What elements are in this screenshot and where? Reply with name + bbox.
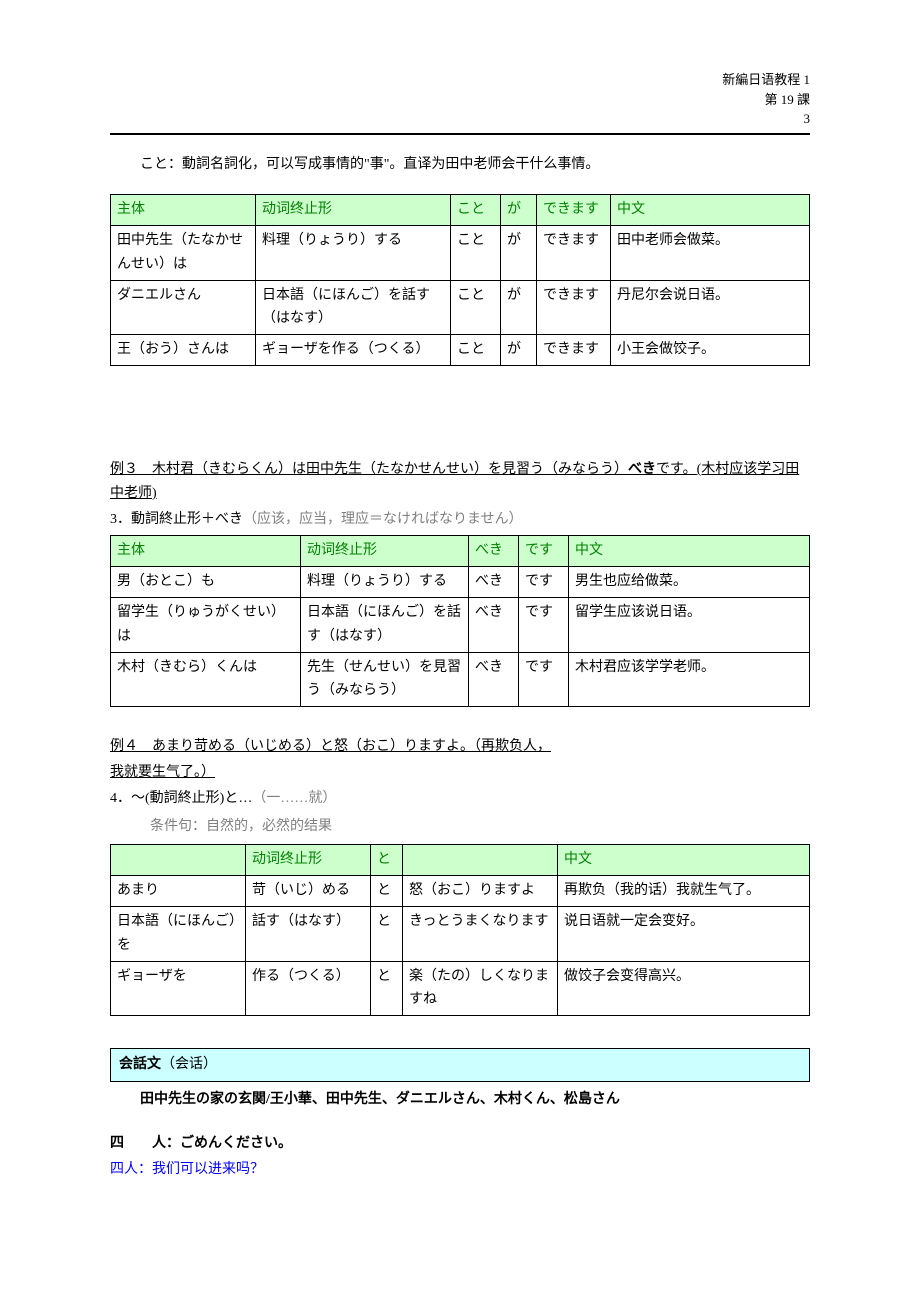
- table-cell: あまり: [111, 876, 246, 907]
- table-header-cell: こと: [451, 195, 501, 226]
- table-cell: べき: [469, 567, 519, 598]
- table-cell: こと: [451, 226, 501, 281]
- table-cell: 作る（つくる）: [246, 961, 371, 1016]
- table-header-cell: できます: [537, 195, 611, 226]
- table-cell: べき: [469, 652, 519, 707]
- dialogue-setting: 田中先生の家の玄関/王小華、田中先生、ダニエルさん、木村くん、松島さん: [140, 1088, 810, 1112]
- table-koto-dekimasu: 主体动词终止形ことができます中文田中先生（たなかせんせい）は料理（りょうり）する…: [110, 194, 810, 366]
- table-row: あまり苛（いじ）めると怒（おこ）りますよ再欺负（我的话）我就生气了。: [111, 876, 810, 907]
- table-header-row: 主体动词终止形べきです中文: [111, 536, 810, 567]
- table-cell: 丹尼尔会说日语。: [611, 280, 810, 335]
- table-cell: です: [519, 567, 569, 598]
- table-header-cell: べき: [469, 536, 519, 567]
- table-cell: できます: [537, 280, 611, 335]
- table-row: 日本語（にほんご）を話す（はなす）ときっとうまくなります说日语就一定会变好。: [111, 907, 810, 962]
- section-kaiwa: 会話文（会话）: [110, 1048, 810, 1082]
- example-3-title: 例３ 木村君（きむらくん）は田中先生（たなかせんせい）を見習う（みならう）べきで…: [110, 458, 810, 506]
- table-to-conditional: 动词终止形と中文あまり苛（いじ）めると怒（おこ）りますよ再欺负（我的话）我就生气…: [110, 844, 810, 1016]
- table-cell: 苛（いじ）める: [246, 876, 371, 907]
- table-cell: が: [501, 335, 537, 366]
- header-page: 3: [110, 109, 810, 129]
- table-cell: こと: [451, 335, 501, 366]
- table-cell: 留学生（りゅうがくせい）は: [111, 598, 301, 653]
- table-header-cell: です: [519, 536, 569, 567]
- table-cell: と: [371, 907, 403, 962]
- table-header-cell: 中文: [569, 536, 810, 567]
- table-cell: 日本語（にほんご）を: [111, 907, 246, 962]
- header-book-title: 新編日语教程 1: [110, 70, 810, 90]
- table-header-cell: [403, 845, 558, 876]
- table-cell: 料理（りょうり）する: [256, 226, 451, 281]
- table-cell: 話す（はなす）: [246, 907, 371, 962]
- dialogue-translation-1: 四人：我们可以进来吗？: [110, 1158, 810, 1182]
- table-row: 留学生（りゅうがくせい）は日本語（にほんご）を話す（はなす）べきです留学生应该说…: [111, 598, 810, 653]
- header-divider: [110, 133, 810, 135]
- table-header-cell: 动词终止形: [301, 536, 469, 567]
- table-header-cell: 主体: [111, 536, 301, 567]
- table-cell: 木村君应该学学老师。: [569, 652, 810, 707]
- table-cell: 男生也应给做菜。: [569, 567, 810, 598]
- table-header-cell: 动词终止形: [256, 195, 451, 226]
- page-header: 新編日语教程 1 第 19 課 3: [110, 70, 810, 129]
- table-header-cell: 中文: [558, 845, 810, 876]
- table-cell: です: [519, 598, 569, 653]
- table-header-cell: 动词终止形: [246, 845, 371, 876]
- table-header-cell: と: [371, 845, 403, 876]
- table-cell: 木村（きむら）くんは: [111, 652, 301, 707]
- table-cell: きっとうまくなります: [403, 907, 558, 962]
- header-lesson: 第 19 課: [110, 90, 810, 110]
- table-header-cell: 中文: [611, 195, 810, 226]
- table-cell: 男（おとこ）も: [111, 567, 301, 598]
- table-cell: 料理（りょうり）する: [301, 567, 469, 598]
- table-cell: 先生（せんせい）を見習う（みならう）: [301, 652, 469, 707]
- table-row: 木村（きむら）くんは先生（せんせい）を見習う（みならう）べきです木村君应该学学老…: [111, 652, 810, 707]
- table-cell: 楽（たの）しくなりますね: [403, 961, 558, 1016]
- table-cell: が: [501, 226, 537, 281]
- table-cell: ギョーザを: [111, 961, 246, 1016]
- table-header-cell: 主体: [111, 195, 256, 226]
- table-cell: 田中先生（たなかせんせい）は: [111, 226, 256, 281]
- table-cell: 说日语就一定会变好。: [558, 907, 810, 962]
- table-cell: 日本語（にほんご）を話す（はなす）: [301, 598, 469, 653]
- table-cell: 做饺子会变得高兴。: [558, 961, 810, 1016]
- table-cell: 田中老师会做菜。: [611, 226, 810, 281]
- table-cell: 日本語（にほんご）を話す（はなす）: [256, 280, 451, 335]
- table-row: ダニエルさん日本語（にほんご）を話す（はなす）ことができます丹尼尔会说日语。: [111, 280, 810, 335]
- table-cell: べき: [469, 598, 519, 653]
- table-cell: できます: [537, 335, 611, 366]
- table-cell: 再欺负（我的话）我就生气了。: [558, 876, 810, 907]
- example-4-title: 例４ あまり苛める（いじめる）と怒（おこ）りますよ。（再欺负人，: [110, 735, 810, 759]
- grammar-point-4: 4．～(動詞終止形)と…（一……就）: [110, 787, 810, 811]
- table-header-cell: が: [501, 195, 537, 226]
- table-cell: ダニエルさん: [111, 280, 256, 335]
- table-cell: こと: [451, 280, 501, 335]
- table-cell: 小王会做饺子。: [611, 335, 810, 366]
- table-beki: 主体动词终止形べきです中文男（おとこ）も料理（りょうり）するべきです男生也应给做…: [110, 535, 810, 707]
- table-cell: できます: [537, 226, 611, 281]
- conditional-note: 条件句：自然的，必然的结果: [150, 815, 810, 839]
- grammar-point-3: 3．動詞終止形＋べき（应该，应当，理应＝なければなりません）: [110, 508, 810, 532]
- table-cell: 怒（おこ）りますよ: [403, 876, 558, 907]
- table-header-cell: [111, 845, 246, 876]
- table-row: 田中先生（たなかせんせい）は料理（りょうり）することができます田中老师会做菜。: [111, 226, 810, 281]
- koto-explanation: こと：動詞名詞化，可以写成事情的"事"。直译为田中老师会干什么事情。: [140, 153, 810, 177]
- table-cell: ギョーザを作る（つくる）: [256, 335, 451, 366]
- table-cell: と: [371, 961, 403, 1016]
- table-cell: と: [371, 876, 403, 907]
- table-cell: 留学生应该说日语。: [569, 598, 810, 653]
- table-cell: です: [519, 652, 569, 707]
- table-row: 王（おう）さんはギョーザを作る（つくる）ことができます小王会做饺子。: [111, 335, 810, 366]
- table-cell: が: [501, 280, 537, 335]
- example-4-continuation: 我就要生气了。）: [110, 761, 810, 785]
- example-3-underline: 例３ 木村君（きむらくん）は田中先生（たなかせんせい）を見習う（みならう）べきで…: [110, 462, 799, 501]
- table-header-row: 动词终止形と 中文: [111, 845, 810, 876]
- table-row: 男（おとこ）も料理（りょうり）するべきです男生也应给做菜。: [111, 567, 810, 598]
- table-header-row: 主体动词终止形ことができます中文: [111, 195, 810, 226]
- dialogue-line-1: 四 人：ごめんください。: [110, 1132, 810, 1156]
- table-row: ギョーザを作る（つくる）と楽（たの）しくなりますね做饺子会变得高兴。: [111, 961, 810, 1016]
- table-cell: 王（おう）さんは: [111, 335, 256, 366]
